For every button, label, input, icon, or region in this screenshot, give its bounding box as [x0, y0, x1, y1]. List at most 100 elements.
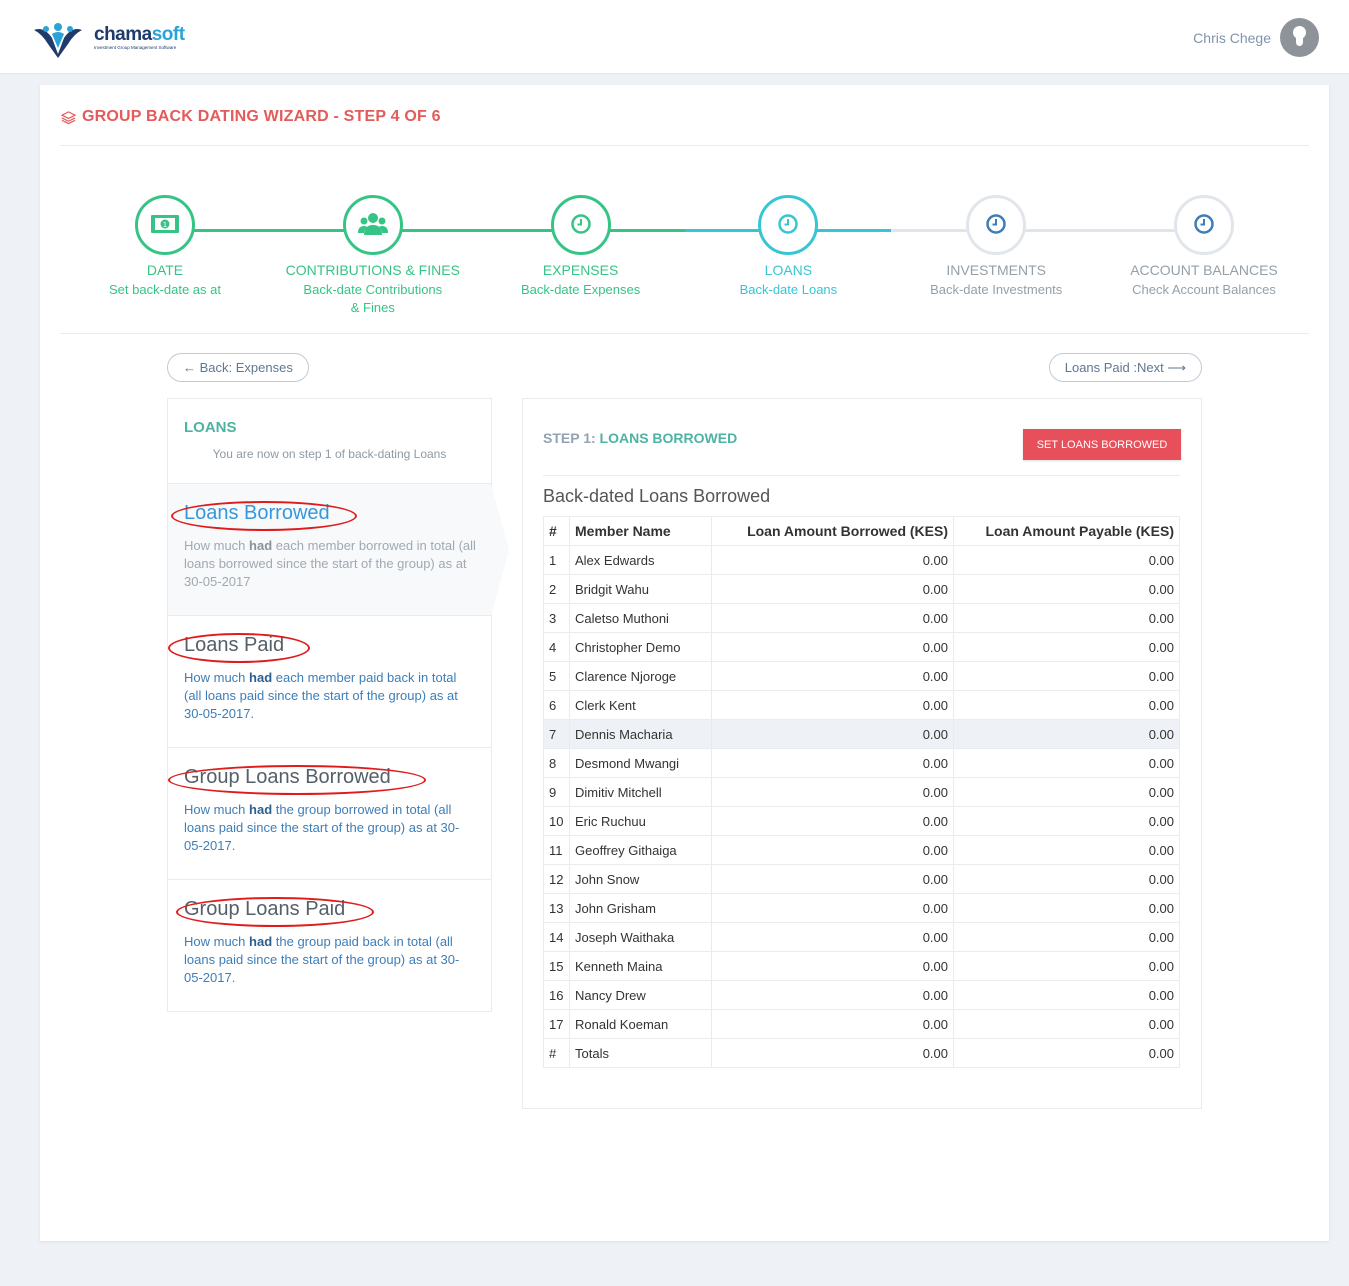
amount-borrowed-cell: 0.00	[711, 806, 954, 836]
amount-payable-cell: 0.00	[953, 1009, 1180, 1039]
clock-icon	[570, 213, 592, 238]
divider	[543, 475, 1180, 476]
row-number-cell: 13	[543, 893, 570, 923]
divider	[60, 333, 1309, 334]
table-row: 12 John Snow 0.00 0.00	[543, 864, 1180, 894]
selected-arrow	[491, 484, 509, 616]
member-name-cell: John Snow	[569, 864, 712, 894]
table-row: 5 Clarence Njoroge 0.00 0.00	[543, 661, 1180, 691]
table-row: 3 Caletso Muthoni 0.00 0.00	[543, 603, 1180, 633]
annotation-ellipse	[176, 897, 374, 927]
loans-steps-sidebar: LOANS You are now on step 1 of back-dati…	[167, 398, 509, 1012]
table-row: 16 Nancy Drew 0.00 0.00	[543, 980, 1180, 1010]
amount-payable-cell: 0.00	[953, 806, 1180, 836]
row-number-cell: 12	[543, 864, 570, 894]
amount-payable-cell: 0.00	[953, 545, 1180, 575]
svg-text:1: 1	[163, 221, 167, 229]
wizard-step-expenses[interactable]: EXPENSES Back-date Expenses	[486, 195, 676, 299]
sidebar-item-desc: How much had the group paid back in tota…	[184, 934, 460, 985]
member-name-cell: Clerk Kent	[569, 690, 712, 720]
user-name-link[interactable]: Chris Chege	[1193, 30, 1271, 46]
member-name-cell: Totals	[569, 1038, 712, 1068]
member-name-cell: Eric Ruchuu	[569, 806, 712, 836]
member-name-cell: Joseph Waithaka	[569, 922, 712, 952]
table-row: 13 John Grisham 0.00 0.00	[543, 893, 1180, 923]
step-title: EXPENSES	[542, 262, 619, 278]
step-description: Back-date Contributions & Fines	[303, 282, 443, 315]
member-name-cell: Nancy Drew	[569, 980, 712, 1010]
logo-tagline: Investment Group Management Software	[94, 45, 177, 50]
wizard-step-investments[interactable]: INVESTMENTS Back-date Investments	[901, 195, 1091, 299]
sidebar-item-loans-paid[interactable]: Loans Paid How much had each member paid…	[168, 615, 491, 747]
table-caption: Back-dated Loans Borrowed	[543, 486, 771, 506]
money-icon: 1	[150, 214, 180, 237]
chamasoft-logo[interactable]: chamasoft Investment Group Management So…	[30, 18, 195, 60]
users-icon	[357, 212, 388, 239]
amount-payable-cell: 0.00	[953, 661, 1180, 691]
amount-borrowed-cell: 0.00	[711, 980, 954, 1010]
logo-wordmark: chamasoft	[94, 24, 185, 45]
sidebar-item-desc: How much had each member borrowed in tot…	[184, 538, 476, 589]
amount-borrowed-cell: 0.00	[711, 1009, 954, 1039]
table-row: 14 Joseph Waithaka 0.00 0.00	[543, 922, 1180, 952]
step-description: Back-date Loans	[739, 282, 838, 297]
amount-borrowed-cell: 0.00	[711, 719, 954, 749]
wizard-steps: 1 DATE Set back-date as at CONTRIBUTIONS…	[60, 195, 1309, 325]
step-description: Set back-date as at	[108, 282, 221, 297]
table-row: 9 Dimitiv Mitchell 0.00 0.00	[543, 777, 1180, 807]
amount-payable-cell: 0.00	[953, 719, 1180, 749]
next-button[interactable]: Loans Paid :Next ⟶	[1048, 353, 1202, 382]
wizard-step-contributions-fines[interactable]: CONTRIBUTIONS & FINES Back-date Contribu…	[278, 195, 468, 317]
amount-payable-cell: 0.00	[953, 893, 1180, 923]
row-number-cell: 8	[543, 748, 570, 778]
wizard-step-loans[interactable]: LOANS Back-date Loans	[693, 195, 883, 299]
amount-borrowed-cell: 0.00	[711, 1038, 954, 1068]
row-number-cell: 6	[543, 690, 570, 720]
sidebar-item-group-loans-paid[interactable]: Group Loans Paid How much had the group …	[168, 879, 491, 1011]
loans-table: # Member Name Loan Amount Borrowed (KES)…	[543, 516, 1180, 1068]
member-name-cell: Clarence Njoroge	[569, 661, 712, 691]
row-number-cell: 16	[543, 980, 570, 1010]
table-row: 17 Ronald Koeman 0.00 0.00	[543, 1009, 1180, 1039]
amount-borrowed-cell: 0.00	[711, 835, 954, 865]
amount-borrowed-cell: 0.00	[711, 864, 954, 894]
table-row: 11 Geoffrey Githaiga 0.00 0.00	[543, 835, 1180, 865]
member-name-cell: Geoffrey Githaiga	[569, 835, 712, 865]
sidebar-subheading: You are now on step 1 of back-dating Loa…	[212, 447, 447, 461]
divider	[60, 145, 1309, 146]
step-title: DATE	[146, 262, 184, 278]
amount-borrowed-cell: 0.00	[711, 574, 954, 604]
back-button[interactable]: ← Back: Expenses	[167, 353, 309, 382]
logo-emblem-icon	[34, 23, 82, 58]
table-header-row: # Member Name Loan Amount Borrowed (KES)…	[543, 516, 1180, 546]
row-number-cell: 9	[543, 777, 570, 807]
row-number-cell: 1	[543, 545, 570, 575]
progress-line-done	[165, 229, 685, 232]
amount-payable-cell: 0.00	[953, 603, 1180, 633]
member-name-cell: John Grisham	[569, 893, 712, 923]
table-row: 2 Bridgit Wahu 0.00 0.00	[543, 574, 1180, 604]
wizard-step-account-balances[interactable]: ACCOUNT BALANCES Check Account Balances	[1109, 195, 1299, 299]
annotation-ellipse	[168, 633, 310, 663]
row-number-cell: 10	[543, 806, 570, 836]
sidebar-item-group-loans-borrowed[interactable]: Group Loans Borrowed How much had the gr…	[168, 747, 491, 879]
row-number-cell: 14	[543, 922, 570, 952]
member-name-cell: Alex Edwards	[569, 545, 712, 575]
member-name-cell: Christopher Demo	[569, 632, 712, 662]
user-avatar[interactable]	[1280, 18, 1319, 57]
row-number-cell: 7	[543, 719, 570, 749]
table-row: 6 Clerk Kent 0.00 0.00	[543, 690, 1180, 720]
amount-payable-cell: 0.00	[953, 748, 1180, 778]
step-circle	[1174, 195, 1234, 255]
row-number-cell: 3	[543, 603, 570, 633]
column-header: #	[543, 516, 570, 546]
step-description: Check Account Balances	[1132, 282, 1276, 297]
amount-payable-cell: 0.00	[953, 574, 1180, 604]
wizard-step-date[interactable]: 1 DATE Set back-date as at	[70, 195, 260, 299]
sidebar-item-loans-borrowed[interactable]: Loans Borrowed How much had each member …	[168, 483, 509, 616]
step-circle	[966, 195, 1027, 255]
set-loans-borrowed-button[interactable]: SET LOANS BORROWED	[1023, 429, 1181, 460]
clock-icon	[985, 213, 1007, 238]
step-description: Back-date Investments	[930, 282, 1063, 297]
sidebar-heading: LOANS	[184, 419, 237, 436]
